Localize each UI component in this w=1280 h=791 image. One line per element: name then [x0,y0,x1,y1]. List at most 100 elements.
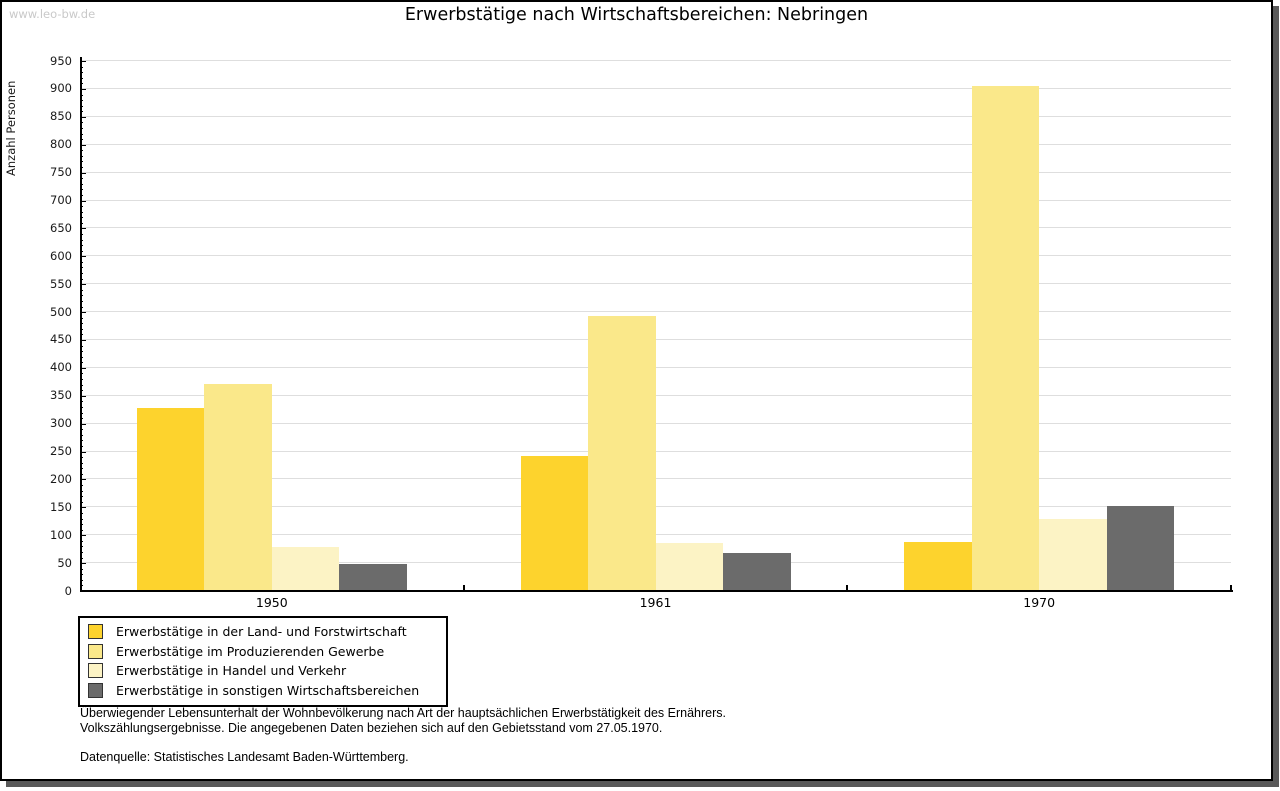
y-axis-minor-tick [80,574,83,576]
footer-note-line2: Volkszählungsergebnisse. Die angegebenen… [80,721,663,735]
y-axis-minor-tick [80,546,83,548]
y-axis-major-tick [80,312,86,314]
y-axis-minor-tick [80,434,83,436]
y-axis-tick-label: 600 [50,248,72,263]
y-axis-tick-label: 50 [57,555,72,570]
footer-source: Datenquelle: Statistisches Landesamt Bad… [80,750,409,764]
y-axis-major-tick [80,507,86,509]
y-axis-tick-label: 700 [50,193,72,207]
y-axis-minor-tick [80,273,83,274]
y-axis-minor-tick [80,512,83,514]
y-axis-minor-tick [80,189,83,191]
bar-1950-series1 [136,408,205,591]
y-axis-minor-tick [80,105,83,107]
y-axis-tick-label: 500 [50,304,72,319]
gridline [80,311,1231,313]
bar-1961-series1 [520,456,588,591]
y-axis-minor-tick [80,529,83,531]
y-axis-minor-tick [80,245,83,247]
y-axis-minor-tick [80,496,83,498]
y-axis-tick-label: 150 [50,499,72,514]
y-axis-minor-tick [80,306,83,308]
y-axis-minor-tick [80,100,83,102]
legend-swatch [88,624,103,640]
y-axis-minor-tick [80,206,83,208]
y-axis-major-tick [80,228,86,230]
x-axis-label: 1950 [255,595,288,610]
y-axis-tick-label: 450 [50,332,72,347]
footer-note-line1: Überwiegender Lebensunterhalt der Wohnbe… [80,706,726,720]
x-axis-tick [1230,585,1232,591]
y-axis-tick-label: 800 [50,137,72,152]
y-axis-minor-tick [80,323,83,325]
y-axis-major-tick [80,563,86,565]
y-axis-minor-tick [80,412,83,414]
gridline [80,255,1231,257]
legend-item: Erwerbstätige in sonstigen Wirtschaftsbe… [80,681,446,701]
y-axis-minor-tick [80,289,83,291]
y-axis-minor-tick [80,406,83,408]
y-axis-minor-tick [80,462,83,464]
gridline [80,450,1231,452]
gridline [80,506,1231,508]
legend-label: Erwerbstätige in Handel und Verkehr [116,663,347,679]
gridline [80,171,1231,173]
legend-item: Erwerbstätige im Produzierenden Gewerbe [80,642,446,662]
y-axis-tick-label: 400 [50,360,72,375]
y-axis-minor-tick [80,155,83,157]
y-axis-minor-tick [80,122,83,124]
y-axis-minor-tick [80,161,83,163]
y-axis-minor-tick [80,362,83,364]
y-axis-minor-tick [80,585,83,587]
y-axis-tick-label: 550 [50,276,72,291]
y-axis-major-tick [80,367,86,369]
y-axis-minor-tick [80,334,83,336]
legend-swatch [88,682,103,698]
y-axis-minor-tick [80,579,83,581]
legend-item: Erwerbstätige in der Land- und Forstwirt… [80,622,446,642]
y-axis-minor-tick [80,501,83,503]
y-axis-tick-label: 900 [50,81,72,96]
footer-notes: Überwiegender Lebensunterhalt der Wohnbe… [80,706,726,765]
y-axis-major-tick [80,339,86,341]
y-axis-major-tick [80,535,86,537]
y-axis-minor-tick [80,373,83,375]
y-axis-minor-tick [80,317,83,319]
gridline [80,422,1231,424]
y-axis-minor-tick [80,445,83,447]
y-axis-tick-label: 750 [50,165,72,180]
x-axis-label: 1961 [639,595,672,610]
gridline [80,60,1231,61]
y-axis-minor-tick [80,473,83,475]
y-axis-major-tick [80,395,86,397]
legend-label: Erwerbstätige in der Land- und Forstwirt… [116,624,407,640]
x-axis-label: 1970 [1023,595,1056,610]
gridline [80,534,1231,536]
y-axis-tick-label: 100 [50,527,72,542]
y-axis-minor-tick [80,295,83,297]
y-axis-tick-label: 650 [50,220,72,235]
y-axis-major-tick [80,284,86,286]
y-axis-major-tick [80,172,86,174]
y-axis-tick-label: 350 [50,388,72,403]
y-axis-minor-tick [80,401,83,403]
y-axis-minor-tick [80,300,83,302]
y-axis-tick-label: 850 [50,109,72,124]
y-axis-minor-tick [80,457,83,459]
gridline [80,199,1231,201]
y-axis-minor-tick [80,267,83,269]
y-axis-minor-tick [80,390,83,392]
y-axis-minor-tick [80,139,83,141]
y-axis-tick-label: 300 [50,416,72,431]
gridline [80,87,1231,89]
x-axis-tick [846,585,849,591]
y-axis-minor-tick [80,557,83,559]
y-axis-major-tick [80,61,86,62]
y-axis-minor-tick [80,345,83,347]
gridline [80,478,1231,480]
y-axis-minor-tick [80,239,83,241]
bar-1950-series2 [204,384,272,591]
bar-1961-series2 [588,316,656,591]
y-axis-minor-tick [80,518,83,520]
